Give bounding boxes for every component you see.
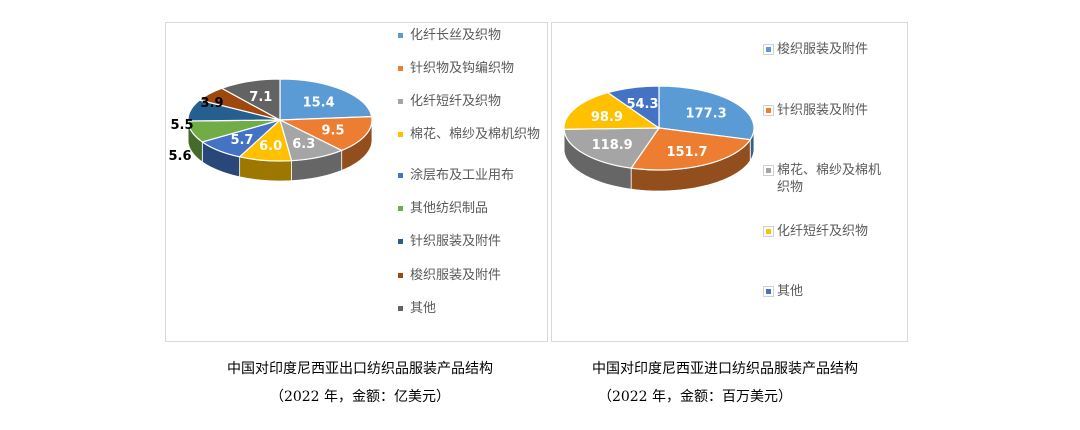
- legend-swatch-icon: [763, 44, 774, 55]
- legend-item: 其他: [398, 300, 548, 317]
- data-label-0: 15.4: [303, 95, 335, 110]
- legend-item: 梭织服装及附件: [398, 267, 548, 284]
- pie-slice-0: [279, 78, 373, 121]
- data-label-4: 54.3: [626, 97, 658, 112]
- legend-swatch-icon: [398, 132, 403, 137]
- legend-label: 棉花、棉纱及棉机织物: [777, 163, 882, 195]
- legend-label: 针织服装及附件: [777, 103, 869, 118]
- legend-item: 其他: [762, 283, 892, 300]
- data-label-4: 5.7: [230, 133, 253, 148]
- import-chart-subtitle: （2022 年，金额：百万美元）: [597, 389, 793, 405]
- legend-swatch-icon: [398, 206, 403, 211]
- legend-swatch-icon: [398, 239, 403, 244]
- data-label-7: 3.9: [200, 96, 223, 111]
- data-label-2: 6.3: [292, 137, 315, 152]
- data-label-3: 6.0: [259, 139, 282, 154]
- data-label-2: 118.9: [592, 138, 633, 153]
- data-label-8: 7.1: [249, 90, 272, 105]
- data-label-1: 151.7: [666, 145, 707, 160]
- legend-swatch-icon: [763, 105, 774, 116]
- legend-label: 其他: [777, 284, 804, 299]
- legend-item: 化纤短纤及织物: [398, 93, 548, 110]
- legend-label: 化纤长丝及织物: [410, 28, 502, 43]
- legend-item: 针织物及钩编织物: [398, 60, 548, 77]
- legend-swatch-icon: [398, 273, 403, 278]
- legend-label: 梭织服装及附件: [410, 268, 502, 283]
- data-label-0: 177.3: [686, 106, 727, 121]
- legend-label: 棉花、棉纱及棉机织物: [410, 127, 541, 142]
- pie-slice-0: [658, 85, 755, 141]
- legend-item: 针织服装及附件: [398, 233, 548, 250]
- pie-slice-1: [630, 127, 752, 171]
- legend-label: 针织物及钩编织物: [410, 61, 515, 76]
- legend-item: 棉花、棉纱及棉机织物: [762, 162, 892, 196]
- legend-item: 棉花、棉纱及棉机织物: [398, 126, 548, 143]
- data-label-5: 5.6: [168, 149, 191, 164]
- pie-slice-1: [279, 116, 373, 152]
- legend-swatch-icon: [398, 99, 403, 104]
- legend-item: 化纤短纤及织物: [762, 223, 892, 240]
- import-chart-title: 中国对印度尼西亚进口纺织品服装产品结构: [592, 361, 858, 377]
- export-chart-title: 中国对印度尼西亚出口纺织品服装产品结构: [227, 361, 493, 377]
- legend-item: 针织服装及附件: [762, 102, 892, 119]
- export-pie-chart: 15.4 9.5 6.3 6.0 5.7 5.6 5.5 3.9 7.1: [168, 78, 373, 182]
- legend-swatch-icon: [398, 66, 403, 71]
- legend-item: 其他纺织制品: [398, 200, 548, 217]
- legend-label: 其他纺织制品: [410, 201, 489, 216]
- legend-label: 其他: [410, 301, 437, 316]
- import-chart-frame: 177.3 151.7 118.9 98.9 54.3 梭织服装及附件 针织服装及附件棉花…: [551, 22, 908, 342]
- data-label-3: 98.9: [591, 110, 623, 125]
- pie-slice-4: [606, 85, 660, 130]
- data-label-1: 9.5: [322, 123, 345, 138]
- pie-slice-8: [220, 78, 281, 122]
- legend-swatch-icon: [398, 33, 403, 38]
- legend-label: 针织服装及附件: [410, 234, 502, 249]
- export-chart-frame: 15.4 9.5 6.3 6.0 5.7 5.6 5.5 3.9 7.1 化纤长丝及织物 针织物及…: [165, 22, 548, 342]
- legend-label: 梭织服装及附件: [777, 42, 869, 57]
- legend-label: 涂层布及工业用布: [410, 168, 515, 183]
- legend-swatch-icon: [763, 165, 774, 176]
- legend-swatch-icon: [398, 173, 403, 178]
- data-label-6: 5.5: [170, 118, 193, 133]
- legend-label: 化纤短纤及织物: [410, 94, 502, 109]
- legend-swatch-icon: [763, 286, 774, 297]
- export-chart-subtitle: （2022 年，金额：亿美元）: [269, 389, 451, 405]
- legend-swatch-icon: [763, 226, 774, 237]
- import-pie-chart: 177.3 151.7 118.9 98.954.3: [563, 85, 755, 192]
- legend-label: 化纤短纤及织物: [777, 224, 869, 239]
- legend-swatch-icon: [398, 306, 403, 311]
- legend-item: 梭织服装及附件: [762, 41, 892, 58]
- legend-item: 化纤长丝及织物: [398, 27, 548, 44]
- pie-slice-2: [563, 127, 661, 169]
- legend-item: 涂层布及工业用布: [398, 167, 548, 184]
- pie-slice-3: [563, 91, 661, 130]
